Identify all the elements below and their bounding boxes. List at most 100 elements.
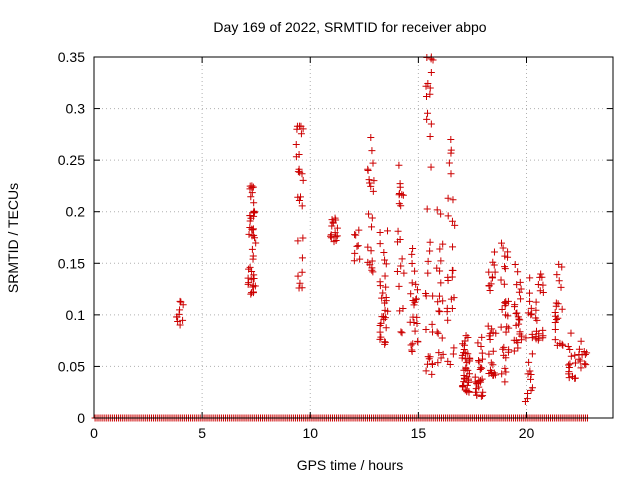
- data-point: [575, 351, 583, 359]
- data-point: [422, 367, 430, 375]
- y-tick-label: 0.15: [58, 255, 85, 271]
- data-point: [486, 366, 494, 374]
- data-point: [516, 330, 524, 338]
- data-point: [367, 133, 375, 141]
- data-point: [370, 177, 378, 185]
- data-point: [426, 247, 434, 255]
- data-point: [460, 378, 468, 386]
- data-point: [504, 348, 512, 356]
- data-point: [369, 268, 377, 276]
- data-point: [423, 360, 431, 368]
- data-point: [382, 324, 390, 332]
- data-point: [505, 324, 513, 332]
- data-point: [458, 351, 466, 359]
- data-point: [395, 191, 403, 199]
- data-point: [504, 312, 512, 320]
- data-point: [356, 255, 364, 263]
- data-point: [471, 388, 479, 396]
- data-point: [396, 236, 404, 244]
- data-point: [292, 141, 300, 149]
- data-point: [491, 268, 499, 276]
- data-point: [553, 271, 561, 279]
- data-point: [513, 309, 521, 317]
- data-point: [566, 346, 574, 354]
- data-point: [514, 344, 522, 352]
- data-point: [350, 257, 358, 265]
- data-point: [477, 342, 485, 350]
- data-point: [413, 313, 421, 321]
- data-point: [299, 234, 307, 242]
- data-point: [504, 248, 512, 256]
- data-point: [424, 257, 432, 265]
- data-point: [295, 284, 303, 292]
- data-point: [473, 391, 481, 399]
- data-point: [486, 335, 494, 343]
- data-point: [298, 202, 306, 210]
- data-point: [396, 180, 404, 188]
- data-point: [367, 247, 375, 255]
- data-point: [479, 388, 487, 396]
- data-point: [449, 243, 457, 251]
- data-point: [475, 357, 483, 365]
- data-point: [460, 366, 468, 374]
- data-point: [438, 334, 446, 342]
- data-point: [448, 217, 456, 225]
- data-point: [500, 280, 508, 288]
- data-point: [501, 265, 509, 273]
- data-point: [583, 349, 591, 357]
- data-point: [425, 355, 433, 363]
- data-point: [395, 282, 403, 290]
- data-point: [510, 347, 518, 355]
- data-point: [249, 288, 257, 296]
- data-point: [490, 261, 498, 269]
- data-point: [526, 367, 534, 375]
- data-point: [294, 272, 302, 280]
- data-point: [384, 307, 392, 315]
- y-tick-label: 0.25: [58, 152, 85, 168]
- data-point: [379, 289, 387, 297]
- data-point: [486, 287, 494, 295]
- data-point: [436, 308, 444, 316]
- data-point: [407, 290, 415, 298]
- data-point: [476, 365, 484, 373]
- data-point: [381, 299, 389, 307]
- data-point: [558, 340, 566, 348]
- data-point: [424, 269, 432, 277]
- data-point: [551, 318, 559, 326]
- data-point: [246, 263, 254, 271]
- data-point: [297, 130, 305, 138]
- data-point: [502, 328, 510, 336]
- data-point: [368, 257, 376, 265]
- data-point: [248, 245, 256, 253]
- data-point: [328, 222, 336, 230]
- data-point: [368, 266, 376, 274]
- data-point: [354, 242, 362, 250]
- data-point: [497, 323, 505, 331]
- y-tick-label: 0.2: [66, 204, 86, 220]
- data-point: [567, 352, 575, 360]
- data-point: [439, 240, 447, 248]
- data-point: [426, 90, 434, 98]
- data-point: [564, 343, 572, 351]
- data-point: [447, 136, 455, 144]
- data-point: [368, 223, 376, 231]
- data-point: [464, 334, 472, 342]
- x-tick-label: 5: [198, 425, 206, 441]
- data-point: [378, 313, 386, 321]
- data-point: [472, 385, 480, 393]
- data-point: [245, 230, 253, 238]
- data-point: [413, 319, 421, 327]
- data-point: [510, 303, 518, 311]
- data-point: [330, 238, 338, 246]
- data-point: [376, 228, 384, 236]
- data-point: [364, 243, 372, 251]
- data-point: [499, 244, 507, 252]
- data-point: [582, 361, 590, 369]
- data-point: [448, 273, 456, 281]
- data-point: [437, 257, 445, 265]
- data-point: [393, 268, 401, 276]
- data-point: [249, 183, 257, 191]
- data-point: [539, 289, 547, 297]
- data-point: [247, 193, 255, 201]
- data-point: [532, 298, 540, 306]
